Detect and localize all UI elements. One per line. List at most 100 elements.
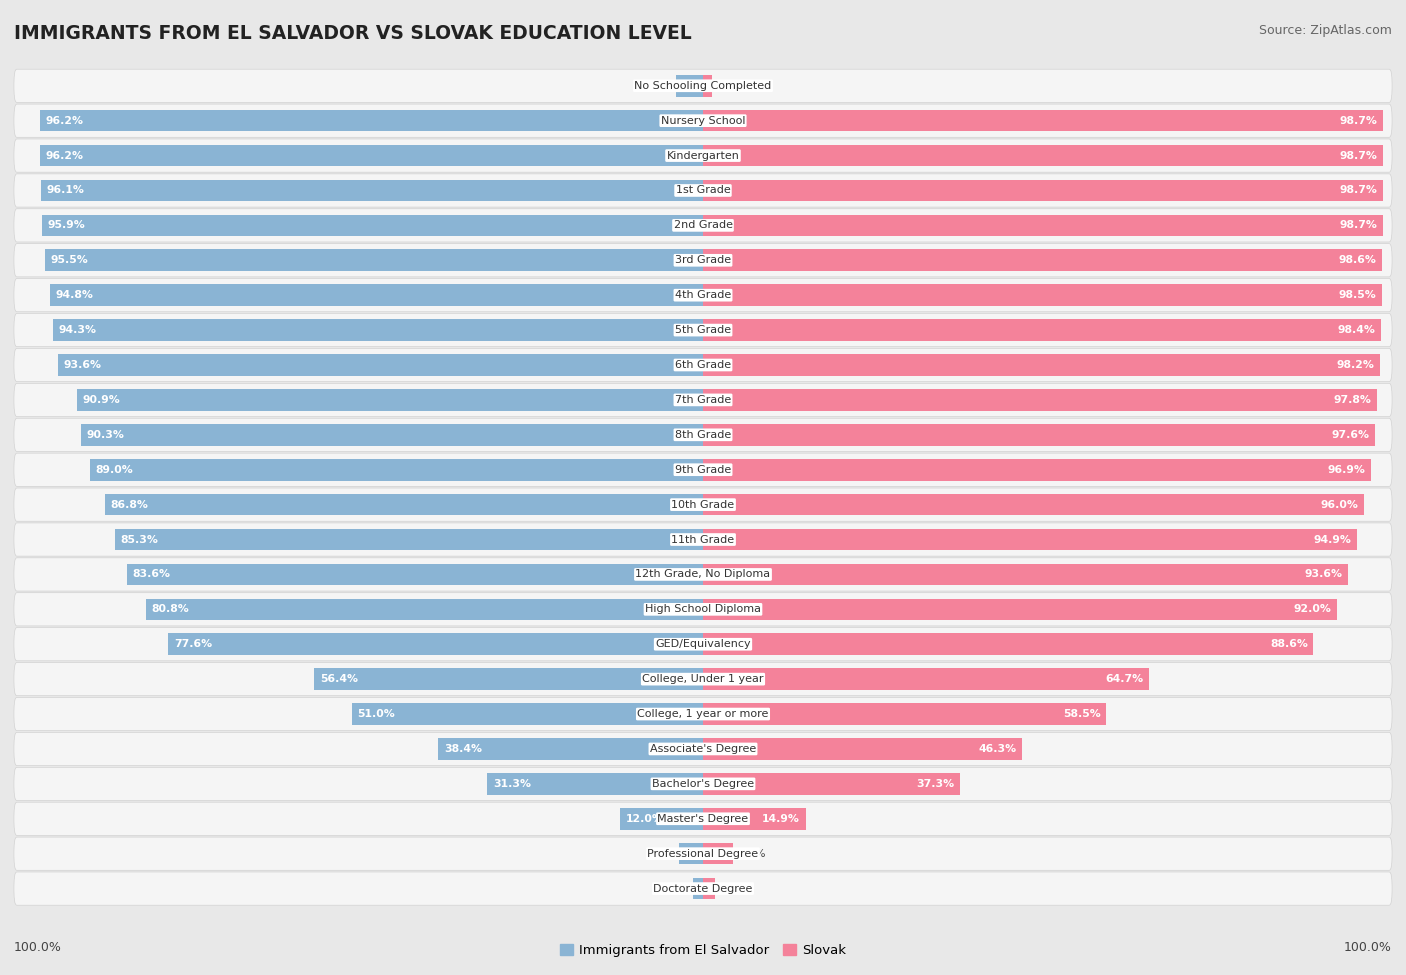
Text: 1.3%: 1.3% <box>717 81 745 91</box>
Text: 1.4%: 1.4% <box>661 883 688 893</box>
Text: 3.9%: 3.9% <box>643 81 671 91</box>
Bar <box>105 493 703 516</box>
Bar <box>49 285 703 306</box>
FancyBboxPatch shape <box>14 174 1392 207</box>
Bar <box>352 703 703 724</box>
Bar <box>42 214 703 236</box>
Text: 1st Grade: 1st Grade <box>676 185 730 195</box>
Text: Professional Degree: Professional Degree <box>647 848 759 859</box>
Text: 98.7%: 98.7% <box>1340 220 1378 230</box>
Text: Kindergarten: Kindergarten <box>666 150 740 161</box>
Text: 83.6%: 83.6% <box>132 569 170 579</box>
Text: 98.7%: 98.7% <box>1340 185 1378 195</box>
Text: Bachelor's Degree: Bachelor's Degree <box>652 779 754 789</box>
Text: Source: ZipAtlas.com: Source: ZipAtlas.com <box>1258 24 1392 37</box>
Bar <box>41 179 703 201</box>
Text: 85.3%: 85.3% <box>121 534 159 544</box>
Text: 96.0%: 96.0% <box>1322 499 1358 510</box>
Text: 90.9%: 90.9% <box>83 395 120 405</box>
FancyBboxPatch shape <box>14 139 1392 173</box>
Text: 97.6%: 97.6% <box>1331 430 1369 440</box>
Bar <box>315 668 703 690</box>
Text: No Schooling Completed: No Schooling Completed <box>634 81 772 91</box>
Bar <box>693 878 703 899</box>
Bar <box>703 773 960 795</box>
Text: 11th Grade: 11th Grade <box>672 534 734 544</box>
Bar <box>703 110 1384 132</box>
Text: 97.8%: 97.8% <box>1333 395 1371 405</box>
Bar <box>703 493 1364 516</box>
Text: 38.4%: 38.4% <box>444 744 482 754</box>
FancyBboxPatch shape <box>14 838 1392 871</box>
Bar <box>77 389 703 410</box>
FancyBboxPatch shape <box>14 767 1392 800</box>
FancyBboxPatch shape <box>14 383 1392 416</box>
Text: High School Diploma: High School Diploma <box>645 604 761 614</box>
Text: 94.8%: 94.8% <box>55 291 93 300</box>
Bar <box>703 634 1313 655</box>
Bar <box>703 285 1382 306</box>
Text: 3.5%: 3.5% <box>645 848 673 859</box>
FancyBboxPatch shape <box>14 418 1392 451</box>
Text: 95.5%: 95.5% <box>51 255 89 265</box>
FancyBboxPatch shape <box>14 209 1392 242</box>
Text: 7th Grade: 7th Grade <box>675 395 731 405</box>
Text: 37.3%: 37.3% <box>917 779 955 789</box>
Text: 3rd Grade: 3rd Grade <box>675 255 731 265</box>
Bar <box>169 634 703 655</box>
FancyBboxPatch shape <box>14 453 1392 487</box>
Text: 98.4%: 98.4% <box>1337 325 1375 335</box>
Text: 93.6%: 93.6% <box>63 360 101 370</box>
Bar <box>703 75 711 97</box>
Bar <box>58 354 703 375</box>
Bar <box>703 878 716 899</box>
FancyBboxPatch shape <box>14 628 1392 661</box>
Text: 94.9%: 94.9% <box>1313 534 1351 544</box>
Bar <box>703 668 1149 690</box>
Legend: Immigrants from El Salvador, Slovak: Immigrants from El Salvador, Slovak <box>554 938 852 962</box>
Text: 96.1%: 96.1% <box>46 185 84 195</box>
Bar <box>41 144 703 167</box>
Bar <box>703 389 1376 410</box>
Bar <box>439 738 703 760</box>
Bar <box>127 564 703 585</box>
Text: 4.3%: 4.3% <box>738 848 766 859</box>
FancyBboxPatch shape <box>14 697 1392 730</box>
Bar <box>82 424 703 446</box>
Text: 31.3%: 31.3% <box>494 779 531 789</box>
FancyBboxPatch shape <box>14 872 1392 905</box>
Bar <box>45 250 703 271</box>
FancyBboxPatch shape <box>14 244 1392 277</box>
Bar <box>703 842 733 865</box>
Text: 4th Grade: 4th Grade <box>675 291 731 300</box>
Bar <box>679 842 703 865</box>
Text: 98.5%: 98.5% <box>1339 291 1376 300</box>
Bar <box>703 564 1348 585</box>
FancyBboxPatch shape <box>14 104 1392 137</box>
FancyBboxPatch shape <box>14 348 1392 381</box>
Text: 77.6%: 77.6% <box>174 640 212 649</box>
Bar <box>703 354 1379 375</box>
Bar <box>90 459 703 481</box>
Text: 51.0%: 51.0% <box>357 709 395 719</box>
FancyBboxPatch shape <box>14 488 1392 522</box>
Text: 100.0%: 100.0% <box>1344 941 1392 954</box>
Bar <box>703 459 1371 481</box>
Text: 58.5%: 58.5% <box>1063 709 1101 719</box>
Text: 95.9%: 95.9% <box>48 220 86 230</box>
Text: 92.0%: 92.0% <box>1294 604 1331 614</box>
Text: 9th Grade: 9th Grade <box>675 465 731 475</box>
FancyBboxPatch shape <box>14 314 1392 347</box>
Text: 98.6%: 98.6% <box>1339 255 1376 265</box>
Bar <box>676 75 703 97</box>
Text: College, 1 year or more: College, 1 year or more <box>637 709 769 719</box>
Text: 5th Grade: 5th Grade <box>675 325 731 335</box>
FancyBboxPatch shape <box>14 593 1392 626</box>
FancyBboxPatch shape <box>14 279 1392 312</box>
Bar <box>703 319 1381 341</box>
Text: 1.8%: 1.8% <box>721 883 748 893</box>
Bar <box>703 424 1375 446</box>
FancyBboxPatch shape <box>14 69 1392 102</box>
Text: Associate's Degree: Associate's Degree <box>650 744 756 754</box>
Text: 98.7%: 98.7% <box>1340 150 1378 161</box>
